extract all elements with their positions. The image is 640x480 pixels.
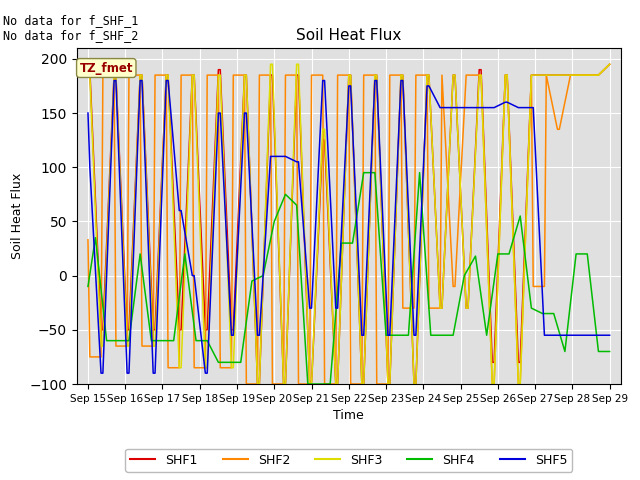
Text: No data for f_SHF_1
No data for f_SHF_2: No data for f_SHF_1 No data for f_SHF_2 [3,14,139,42]
Y-axis label: Soil Heat Flux: Soil Heat Flux [10,173,24,259]
X-axis label: Time: Time [333,409,364,422]
Title: Soil Heat Flux: Soil Heat Flux [296,28,401,43]
Text: TZ_fmet: TZ_fmet [79,61,133,74]
Legend: SHF1, SHF2, SHF3, SHF4, SHF5: SHF1, SHF2, SHF3, SHF4, SHF5 [125,449,572,472]
